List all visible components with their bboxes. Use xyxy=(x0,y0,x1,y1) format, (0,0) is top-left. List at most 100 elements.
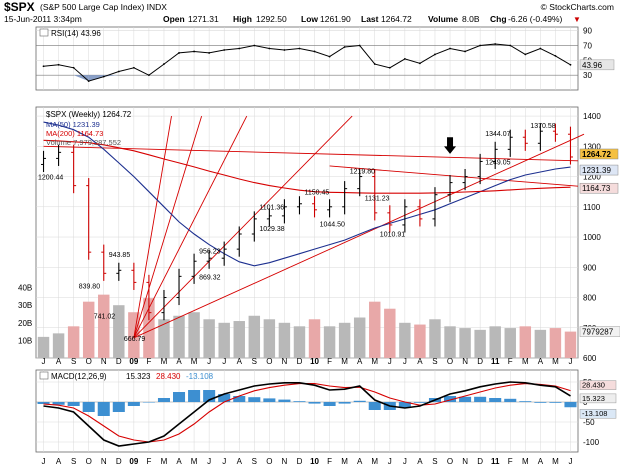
volume-bar xyxy=(218,322,230,358)
macd-histogram-bar xyxy=(142,402,155,403)
month-label: D xyxy=(297,357,303,366)
macd-histogram-bar xyxy=(52,402,65,405)
rsi-point xyxy=(223,49,226,51)
month-label: M xyxy=(161,457,168,466)
price-tick-label: 1200 xyxy=(583,173,601,182)
fan-trendline xyxy=(133,115,248,339)
rsi-point xyxy=(449,47,451,50)
rsi-point xyxy=(42,65,45,68)
price-annotation: 666.79 xyxy=(124,336,146,343)
ma200-legend: MA(200) 1164.73 xyxy=(46,129,103,138)
macd-histogram-bar xyxy=(398,402,411,408)
month-label: J xyxy=(403,457,407,466)
macd-legend-value: 15.323 xyxy=(126,372,151,381)
rsi-point xyxy=(554,55,557,57)
open-label: Open xyxy=(163,14,185,24)
rsi-point xyxy=(328,55,331,58)
rsi-point xyxy=(373,63,376,65)
volume-bar xyxy=(263,319,276,358)
rsi-point xyxy=(163,63,165,65)
rsi-point xyxy=(178,52,180,54)
macd-histogram-bar xyxy=(504,398,517,402)
price-annotation: 943.85 xyxy=(109,252,131,259)
price-panel: 6007008009001000110012001300140010B20B30… xyxy=(18,106,620,363)
macd-legend-label: MACD(12,26,9) xyxy=(51,372,107,381)
volume-bar xyxy=(353,317,366,358)
month-label: M xyxy=(161,357,168,366)
chg-value: -6.26 (-0.49%) xyxy=(508,14,562,24)
month-label: N xyxy=(462,457,468,466)
macd-histogram-bar xyxy=(293,401,306,402)
month-label: J xyxy=(568,357,572,366)
month-label: J xyxy=(222,457,226,466)
month-label: D xyxy=(116,357,122,366)
volume-bar xyxy=(233,321,245,358)
month-label: J xyxy=(568,457,572,466)
macd-legend-histogram: -13.108 xyxy=(186,372,214,381)
macd-histogram-bar xyxy=(459,396,472,402)
low-value: 1261.90 xyxy=(320,14,351,24)
month-label: M xyxy=(191,357,198,366)
macd-histogram-bar xyxy=(519,401,532,402)
month-label: S xyxy=(252,357,257,366)
upper-trendline xyxy=(329,165,579,187)
down-arrow-icon xyxy=(444,137,457,154)
rsi-point xyxy=(569,63,572,66)
rsi-legend: RSI(14) 43.96 xyxy=(51,29,101,38)
month-label: N xyxy=(282,457,288,466)
rsi-point xyxy=(298,47,301,50)
volume-bar xyxy=(67,326,80,358)
volume-bar xyxy=(549,328,562,358)
rsi-point xyxy=(464,50,466,53)
volume-bar xyxy=(414,324,426,358)
month-label: A xyxy=(538,357,544,366)
price-annotation: 1010.91 xyxy=(380,232,405,239)
price-tick-label: 600 xyxy=(583,354,597,363)
rsi-tick-label: 90 xyxy=(583,27,592,36)
macd-histogram-bar xyxy=(278,399,291,402)
volume-bar xyxy=(188,312,200,358)
month-label: O xyxy=(447,357,453,366)
price-annotation: 869.32 xyxy=(199,275,221,282)
price-annotation: 1044.50 xyxy=(320,222,345,229)
macd-histogram-bar xyxy=(263,398,276,402)
month-label: M xyxy=(552,357,559,366)
macd-last-badge xyxy=(579,380,617,390)
macd-legend-signal: 28.430 xyxy=(156,372,181,381)
month-label: 09 xyxy=(129,357,138,366)
price-annotation: 1249.05 xyxy=(485,160,510,167)
volume-bar xyxy=(52,333,65,358)
volume-tick-label: 30B xyxy=(18,301,32,310)
rsi-tick-label: 70 xyxy=(583,42,592,51)
month-label: J xyxy=(42,457,46,466)
rsi-point xyxy=(283,49,286,51)
macd-histogram-bar xyxy=(173,392,186,402)
month-label: J xyxy=(403,357,407,366)
month-label: O xyxy=(266,457,272,466)
month-label: A xyxy=(417,357,423,366)
last-value-badge xyxy=(579,148,619,160)
month-label: S xyxy=(71,457,76,466)
rsi-point xyxy=(193,50,195,53)
macd-tick-label: -50 xyxy=(583,418,595,427)
rsi-point xyxy=(87,80,90,83)
month-label: D xyxy=(477,357,483,366)
month-label: 11 xyxy=(491,457,500,466)
month-label: F xyxy=(146,357,151,366)
rsi-oversold-fill xyxy=(73,75,89,82)
rsi-point xyxy=(102,75,105,78)
rsi-point xyxy=(494,43,497,45)
volume-bar xyxy=(338,322,351,358)
rsi-point xyxy=(238,47,241,50)
macd-last-badge xyxy=(579,408,617,419)
macd-histogram-bar xyxy=(564,402,577,408)
month-label: A xyxy=(56,457,62,466)
macd-histogram-bar xyxy=(308,402,321,404)
month-label: O xyxy=(86,357,92,366)
volume-bar xyxy=(444,326,456,358)
price-annotation: 1344.07 xyxy=(485,131,510,138)
month-label: M xyxy=(522,357,529,366)
